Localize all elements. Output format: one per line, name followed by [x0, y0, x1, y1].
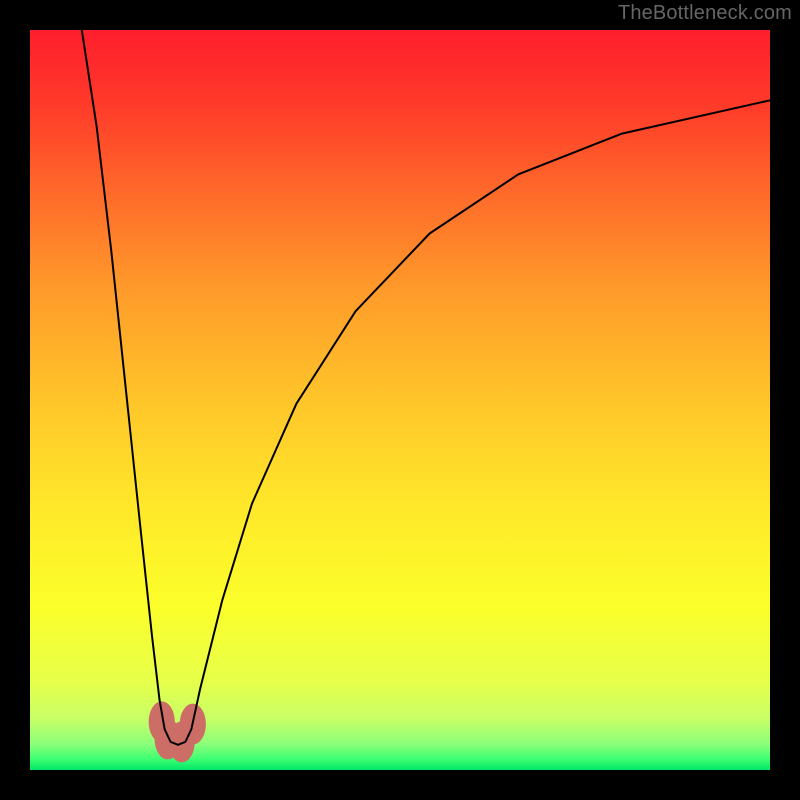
plot-gradient — [30, 30, 770, 770]
bottleneck-chart — [0, 0, 800, 800]
watermark-text: TheBottleneck.com — [618, 2, 792, 25]
